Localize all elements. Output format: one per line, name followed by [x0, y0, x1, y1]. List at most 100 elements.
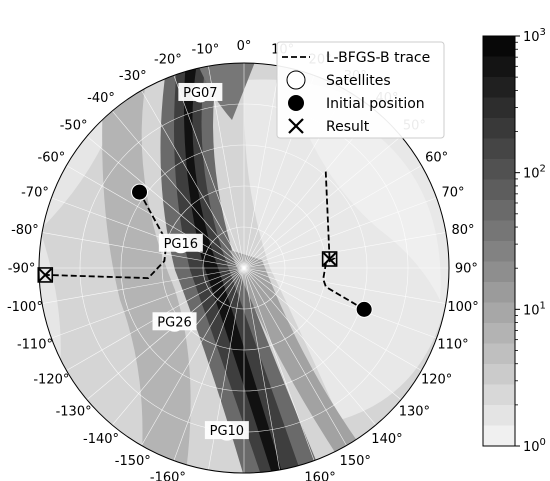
contour-band: [102, 63, 191, 473]
colorbar-level: [483, 364, 515, 385]
colorbar-level: [483, 241, 515, 262]
colorbar-tick-label: 103: [523, 27, 546, 45]
angle-tick-label: -30°: [119, 69, 147, 84]
trace-line: [45, 191, 168, 280]
grid-spoke: [42, 267, 245, 304]
grid-spoke: [243, 267, 377, 426]
angle-tick-label: -100°: [7, 300, 43, 315]
satellite-label: PG26: [157, 315, 191, 330]
angle-tick-label: 60°: [425, 150, 448, 165]
satellite-label: PG07: [183, 86, 217, 101]
initial-position-marker: [355, 300, 373, 318]
angle-tick-label: 160°: [304, 471, 335, 481]
legend-initial-swatch: [288, 95, 304, 111]
grid-spoke: [86, 267, 245, 401]
satellite-label-bg: [152, 312, 197, 331]
colorbar-level: [483, 425, 515, 447]
satellite-label-bg: [178, 82, 223, 101]
grid-spoke: [243, 267, 315, 461]
angle-tick-label: -20°: [154, 52, 182, 67]
colorbar-tick-label: 100: [523, 437, 546, 455]
colorbar-level: [483, 118, 515, 139]
contour-band: [290, 90, 441, 300]
grid-spoke: [243, 267, 347, 446]
colorbar-level: [483, 97, 515, 119]
angle-tick-label: 140°: [371, 432, 402, 447]
satellite-label-bg: [204, 421, 249, 440]
initial-position-marker: [131, 183, 149, 201]
angle-tick-label: -140°: [83, 432, 119, 447]
legend-entry-label: Result: [326, 119, 370, 135]
result-marker: [37, 267, 54, 283]
colorbar-level: [483, 302, 515, 324]
legend-satellite-swatch: [286, 70, 306, 90]
legend-result-swatch: [288, 118, 304, 134]
angle-tick-label: 80°: [452, 223, 475, 238]
contour-band: [196, 63, 255, 120]
angle-tick-label: 120°: [421, 373, 452, 388]
colorbar-level: [483, 323, 515, 344]
trace-layer: [37, 170, 373, 318]
grid-spoke: [243, 267, 280, 470]
angle-tick-label: 150°: [340, 454, 371, 469]
angle-tick-label: 70°: [441, 185, 464, 200]
colorbar-level: [483, 220, 515, 242]
grid-spoke: [243, 197, 437, 269]
angle-tick-label: -60°: [38, 150, 66, 165]
legend-entry-label: Initial position: [326, 96, 425, 112]
legend-entries: L-BFGS-B trace Satellites Initial position…: [282, 50, 430, 135]
grid-spoke: [243, 267, 422, 371]
grid-spoke: [111, 110, 245, 269]
grid-spoke: [86, 135, 245, 269]
angle-tick-label: -80°: [11, 223, 39, 238]
angle-tick-label: 90°: [455, 262, 478, 277]
angle-tick-label: -50°: [60, 119, 88, 134]
colorbar-tick-label: 102: [523, 164, 546, 182]
angle-tick-label: -10°: [192, 42, 220, 57]
colorbar-level: [483, 179, 515, 201]
legend-entry-label: L-BFGS-B trace: [326, 50, 430, 66]
colorbar-ticks: 100 101 102 103: [515, 27, 546, 455]
legend-entry-label: Satellites: [326, 73, 391, 89]
colorbar-tick-label: 101: [523, 300, 546, 318]
angle-tick-label: -70°: [21, 185, 49, 200]
colorbar-level: [483, 343, 515, 365]
grid-spoke: [42, 232, 245, 269]
colorbar-segments: [483, 36, 515, 447]
grid-spoke: [243, 267, 437, 339]
grid-spoke: [66, 165, 245, 269]
angle-tick-label: 0°: [237, 39, 252, 54]
angle-tick-label: -90°: [8, 262, 36, 277]
colorbar-level: [483, 138, 515, 160]
grid-spoke: [111, 267, 245, 426]
contour-band: [230, 250, 360, 460]
angle-tick-label: -40°: [87, 91, 115, 106]
grid-spoke: [173, 75, 245, 269]
grid-spoke: [173, 267, 245, 461]
angle-tick-label: -160°: [150, 471, 186, 481]
grid-spoke: [243, 232, 446, 269]
legend-box: [276, 41, 445, 139]
grid-spoke: [141, 267, 245, 446]
colorbar-level: [483, 282, 515, 303]
colorbar: 100 101 102 103: [482, 27, 546, 455]
colorbar-level: [483, 405, 515, 426]
colorbar-level: [483, 77, 515, 98]
angle-tick-label: 100°: [447, 300, 478, 315]
grid-spoke: [243, 165, 422, 269]
colorbar-level: [483, 261, 515, 283]
angle-tick-label: -150°: [115, 454, 151, 469]
colorbar-level: [483, 36, 515, 57]
legend: L-BFGS-B trace Satellites Initial position…: [276, 41, 445, 139]
grid-spoke: [243, 267, 446, 304]
satellite-label-bg: [158, 233, 203, 252]
angle-tick-label: -110°: [17, 338, 53, 353]
angle-tick-label: -120°: [33, 373, 69, 388]
colorbar-level: [483, 200, 515, 221]
colorbar-level: [483, 159, 515, 180]
grid-spoke: [243, 135, 402, 269]
result-marker: [321, 251, 338, 267]
grid-spoke: [243, 66, 280, 269]
